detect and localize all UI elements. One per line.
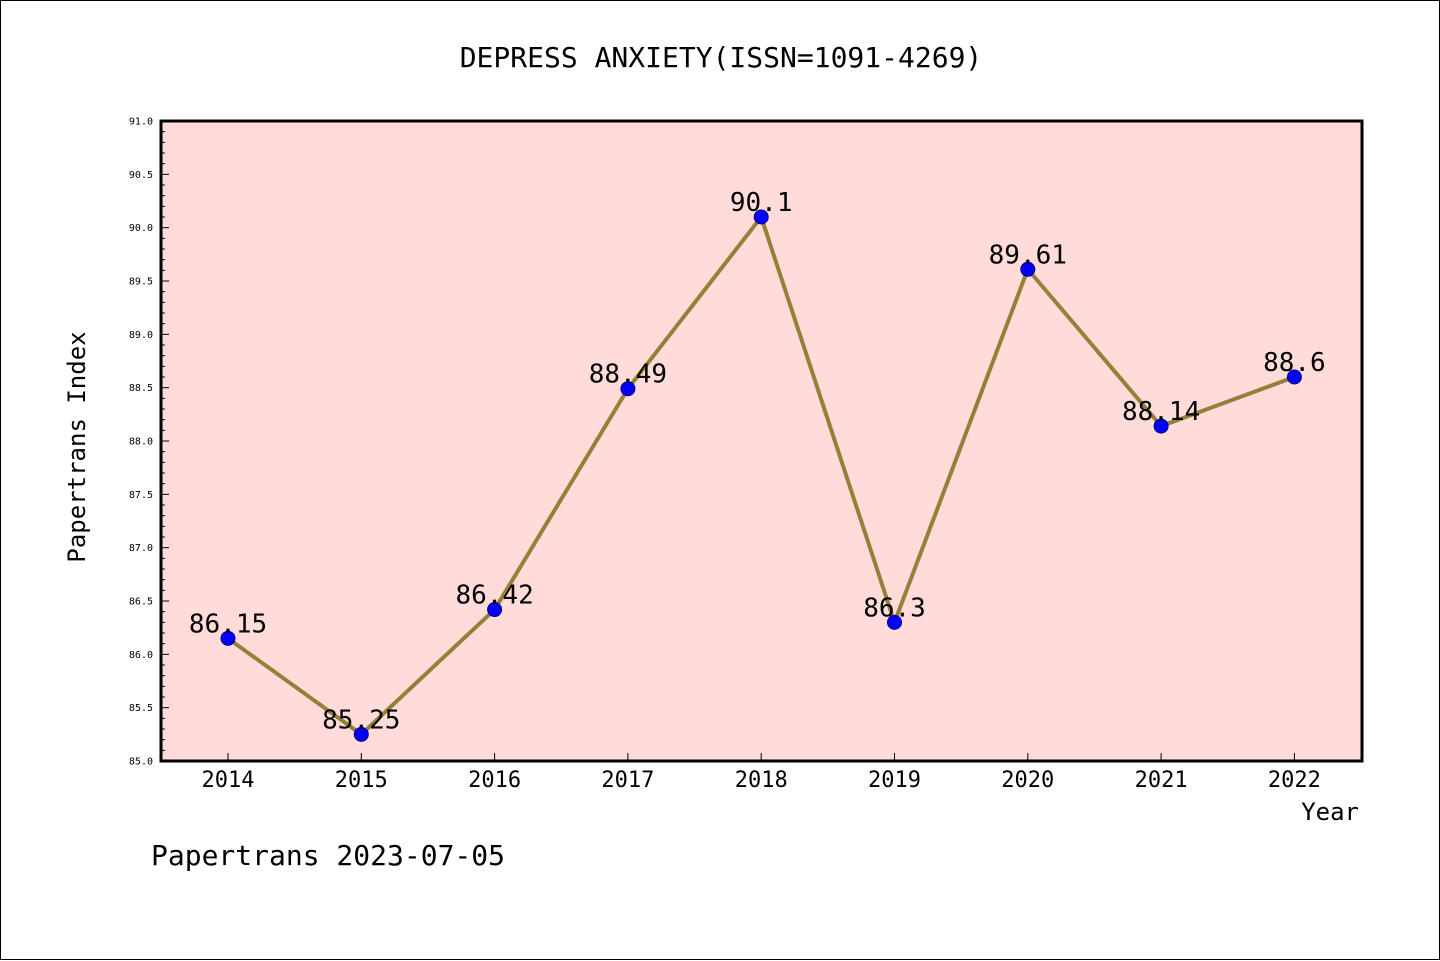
y-tick-label: 86.5 [129,597,153,608]
y-tick-label: 90.0 [129,223,153,234]
series [220,209,1302,742]
y-tick-label: 88.0 [129,437,153,448]
x-tick-label: 2022 [1268,768,1321,793]
data-point [753,209,769,225]
y-tick-label: 89.5 [129,277,153,288]
y-tick-label: 88.5 [129,383,153,394]
y-tick-label: 85.5 [129,703,153,714]
x-tick-label: 2018 [735,768,788,793]
data-point [620,381,636,397]
y-tick-label: 91.0 [129,117,153,128]
x-tick-label: 2015 [335,768,388,793]
x-axis: 2014 2015 2016 2017 2018 2019 2020 2021 2022 [202,753,1321,793]
data-label: 88.49 [589,360,667,390]
y-axis: 85.0 85.5 86.0 86.5 87.0 87.5 88.0 88.5 89.0 89.5… [129,117,169,768]
data-point [220,630,236,646]
data-label: 86.3 [863,593,926,623]
data-label: 86.15 [189,609,267,639]
chart-title: DEPRESS ANXIETY(ISSN=1091-4269) [460,41,983,74]
x-axis-title: Year [1301,798,1359,826]
data-label: 88.6 [1263,348,1326,378]
data-point [1286,369,1302,385]
data-point [487,602,503,618]
y-tick-label: 90.5 [129,170,153,181]
data-labels: 86.15 85.25 86.42 88.49 90.1 86.3 89.61 88.14 88… [189,188,1326,735]
y-axis-title: Papertrans Index [63,331,91,562]
x-tick-label: 2020 [1001,768,1054,793]
data-point [353,726,369,742]
y-tick-label: 87.0 [129,543,153,554]
y-tick-label: 87.5 [129,490,153,501]
x-tick-label: 2014 [202,768,255,793]
x-tick-label: 2017 [601,768,654,793]
footer-text: Papertrans 2023-07-05 [151,839,505,872]
x-tick-label: 2019 [868,768,921,793]
data-label: 90.1 [730,188,793,218]
data-label: 88.14 [1122,397,1200,427]
data-label: 85.25 [322,705,400,735]
data-point [1153,418,1169,434]
x-tick-label: 2021 [1135,768,1188,793]
y-tick-label: 85.0 [129,757,153,768]
data-point [887,614,902,630]
y-tick-label: 86.0 [129,650,153,661]
data-label: 89.61 [989,240,1067,270]
data-label: 86.42 [455,581,533,611]
plot-area [159,119,1364,763]
y-tick-label: 89.0 [129,330,153,341]
data-point [1020,261,1036,277]
x-tick-label: 2016 [468,768,521,793]
